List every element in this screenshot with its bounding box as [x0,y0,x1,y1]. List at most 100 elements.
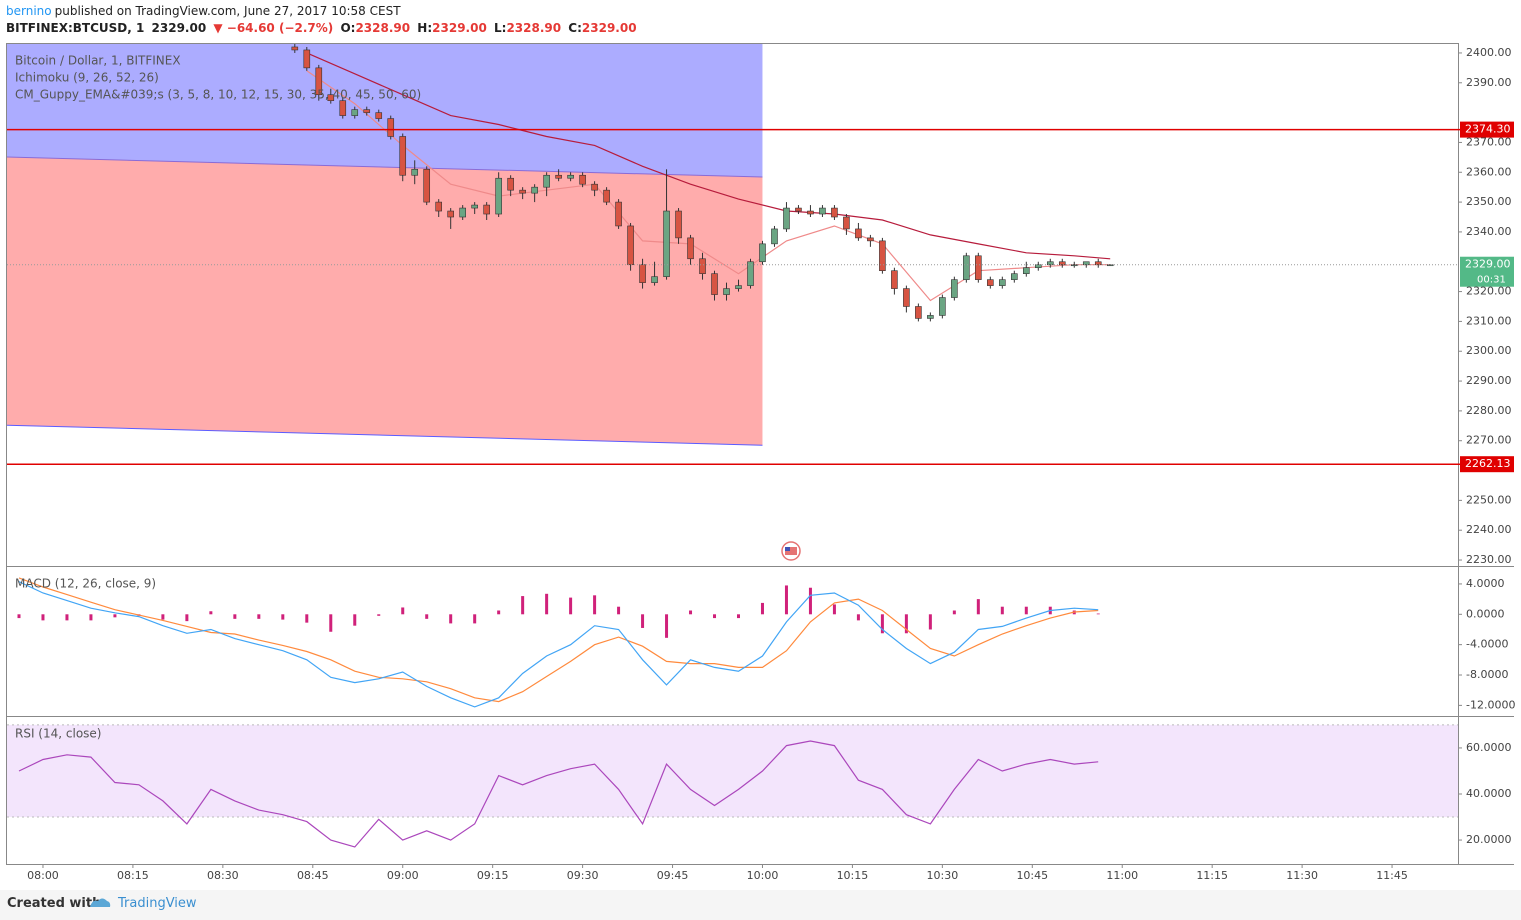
candle-body [579,174,586,185]
x-tick-label: 08:45 [297,869,329,882]
h-label: H: [417,21,433,35]
histogram-bar [856,614,860,621]
candle-body [1011,273,1018,280]
l-label: L: [493,21,507,35]
candle-body [1058,261,1066,266]
y-tick-label: 20.0000 [1466,833,1512,846]
level-label: 2374.30 [1465,123,1511,136]
created-with: Created with [7,896,102,911]
c-label: C: [568,21,582,35]
y-tick-label: -12.0000 [1466,698,1515,711]
y-tick-label: 2300.00 [1466,344,1512,357]
histogram-bar [329,614,333,632]
histogram-bar [569,597,573,615]
candle-body [819,207,826,215]
y-tick-label: 2250.00 [1466,493,1512,506]
candle-body [675,210,682,239]
y-tick-label: 2370.00 [1466,135,1512,148]
histogram-bar [185,614,189,622]
candle-body [303,49,311,69]
histogram-bar [952,610,956,615]
candle-body [939,297,946,316]
histogram-bar [880,614,884,634]
channel-lower [7,157,763,446]
y-tick-label: 2350.00 [1466,195,1512,208]
candle-body [831,207,838,218]
level-label-box [1460,456,1514,473]
x-tick-label: 10:15 [837,869,869,882]
candle-body [555,174,562,179]
candle-body [699,258,706,274]
x-tick-label: 11:45 [1376,869,1408,882]
x-tick-label: 09:30 [567,869,599,882]
y-tick-label: 2230.00 [1466,553,1512,566]
candle-body [843,216,850,230]
candle-body [687,237,694,260]
candle-body [543,174,550,188]
change: ▼ −64.60 (−2.7%) [213,21,334,35]
channel-edge [7,156,763,178]
candle-body [879,240,886,271]
rsi-pane [7,724,1458,848]
candle-body [999,279,1006,286]
chart: 2374.30 2262.13 2329.00 00:31 Bitcoin / Doll… [6,43,1515,882]
x-tick-label: 08:15 [117,869,149,882]
candle-body [855,228,862,239]
candle-body [1082,261,1090,266]
ema-line [306,52,1111,260]
header: bernino published on TradingView.com, Jun… [6,3,640,37]
histogram-bar [377,614,381,616]
rsi-line [18,740,1099,848]
legend-text: Ichimoku (9, 26, 52, 26) [15,71,159,85]
y-tick-label: 0.0000 [1466,607,1505,620]
x-tick-label: 11:15 [1196,869,1228,882]
published: published on TradingView.com, June 27, 2… [54,4,401,18]
candle-body [903,288,910,307]
candle-body [663,210,670,277]
legend-text: CM_Guppy_EMA&#039;s (3, 5, 8, 10, 12, 15… [15,88,421,102]
author[interactable]: bernino [6,4,52,18]
o-value: 2328.90 [355,21,411,35]
macd-pane [17,577,1100,708]
candle-body [1022,267,1030,274]
candle-body [459,207,466,218]
h-value: 2329.00 [432,21,487,35]
price-pane [7,44,1114,446]
y-tick-label: 40.0000 [1466,787,1512,800]
y-tick-label: 2320.00 [1466,285,1512,298]
candle-body [735,285,742,289]
candle-body [363,109,371,113]
candle-body [987,279,994,286]
brand[interactable]: TradingView [118,896,197,911]
level-label: 2262.13 [1465,457,1511,470]
histogram-bar [760,602,764,615]
candle-body [627,225,634,266]
y-tick-label: 2290.00 [1466,374,1512,387]
candle-body [603,189,610,203]
candle-body [423,168,431,203]
candle-body [915,306,922,319]
candle-body [963,255,970,280]
candle-body [975,255,982,280]
candle-body [447,210,454,218]
macd-line [18,581,1099,708]
candle-body [399,136,407,176]
histogram-bar [1096,613,1100,615]
histogram-bar [736,614,740,619]
histogram-bar [305,614,309,623]
histogram-bar [209,611,213,615]
pane-label: MACD (12, 26, close, 9) [15,577,156,591]
histogram-bar [17,614,21,619]
histogram-bar [41,614,45,621]
histogram-bar [713,614,717,619]
histogram-bar [808,587,812,615]
y-tick-label: 2240.00 [1466,523,1512,536]
histogram-bar [161,614,165,620]
x-tick-label: 08:30 [207,869,239,882]
candle-body [387,118,395,137]
legend-text: Bitcoin / Dollar, 1, BITFINEX [15,54,181,68]
histogram-bar [1000,606,1004,615]
histogram-bar [545,593,549,615]
histogram-bar [473,614,477,624]
candle-body [807,210,814,215]
